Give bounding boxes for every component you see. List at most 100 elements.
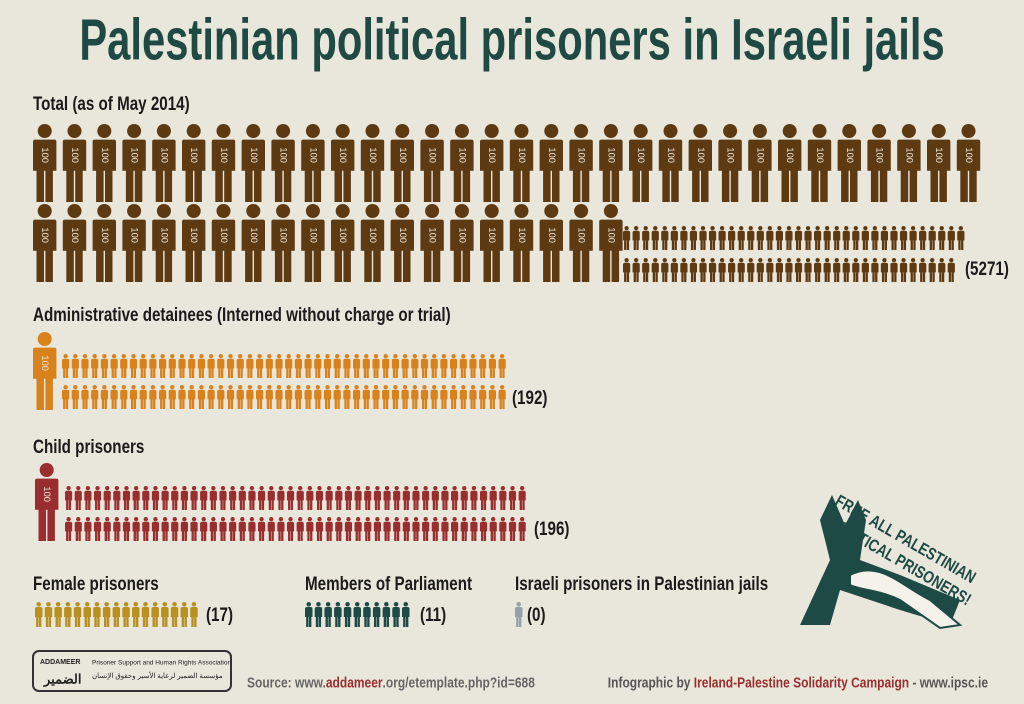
person-icon xyxy=(431,517,439,541)
icon-head xyxy=(85,602,90,607)
icon-leg xyxy=(395,398,398,409)
icon-leg xyxy=(324,398,328,409)
icon-body xyxy=(412,490,420,501)
icon-head xyxy=(170,354,175,359)
icon-unit-label: 100 xyxy=(606,227,616,243)
icon-leg xyxy=(185,249,193,282)
icon-leg xyxy=(483,499,487,510)
icon-unit-label: 100 xyxy=(40,227,50,243)
icon-body xyxy=(353,607,361,617)
icon-leg xyxy=(66,169,74,202)
icon-leg xyxy=(512,499,516,510)
icon-leg xyxy=(872,271,875,282)
icon-body xyxy=(258,490,266,501)
icon-leg xyxy=(786,271,789,282)
icon-head xyxy=(66,486,71,491)
icon-leg xyxy=(345,530,349,541)
icon-leg xyxy=(337,398,340,409)
icon-leg xyxy=(767,239,770,250)
icon-body xyxy=(120,358,128,369)
icon-leg xyxy=(681,271,684,282)
icon-head xyxy=(514,204,529,219)
icon-head xyxy=(767,258,773,263)
icon-leg xyxy=(805,239,808,250)
icon-leg xyxy=(237,398,240,409)
big-person-icon: 100 xyxy=(480,124,504,202)
person-icon xyxy=(899,258,908,282)
person-icon xyxy=(258,486,266,510)
icon-leg xyxy=(198,367,202,378)
icon-body xyxy=(775,230,783,241)
icon-leg xyxy=(223,499,226,510)
icon-leg xyxy=(500,530,503,541)
icon-body xyxy=(180,490,188,501)
big-person-icon: 100 xyxy=(509,204,534,282)
icon-leg xyxy=(626,271,630,282)
icon-head xyxy=(624,226,629,231)
person-icon xyxy=(441,486,449,510)
icon-leg xyxy=(684,239,687,250)
icon-leg xyxy=(626,239,630,250)
icon-body xyxy=(93,521,102,532)
icon-leg xyxy=(364,616,367,627)
icon-leg xyxy=(97,530,101,541)
icon-head xyxy=(364,602,370,607)
icon-body xyxy=(794,230,803,241)
icon-leg xyxy=(152,616,155,627)
icon-body xyxy=(382,389,390,400)
icon-leg xyxy=(483,169,491,202)
icon-head xyxy=(633,258,639,263)
person-icon xyxy=(217,354,225,378)
icon-body xyxy=(315,490,324,501)
icon-head xyxy=(305,354,311,359)
icon-leg xyxy=(951,239,954,250)
icon-leg xyxy=(738,271,741,282)
icon-body xyxy=(151,607,159,617)
big-person-icon: 100 xyxy=(241,124,265,202)
icon-head xyxy=(365,486,370,491)
icon-leg xyxy=(181,616,185,627)
icon-leg xyxy=(160,398,163,409)
icon-leg xyxy=(143,367,146,378)
icon-head xyxy=(296,354,301,359)
icon-head xyxy=(939,258,944,263)
icon-leg xyxy=(922,271,926,282)
icon-leg xyxy=(220,499,223,510)
icon-body xyxy=(200,521,208,532)
icon-leg xyxy=(240,398,243,409)
icon-head xyxy=(603,124,618,139)
icon-body xyxy=(420,389,429,400)
icon-leg xyxy=(489,398,493,409)
icon-head xyxy=(37,124,52,139)
icon-head xyxy=(305,204,320,219)
icon-body xyxy=(441,521,449,532)
icon-head xyxy=(383,385,388,390)
icon-leg xyxy=(316,530,320,541)
icon-leg xyxy=(451,398,454,409)
icon-leg xyxy=(135,616,139,627)
icon-leg xyxy=(107,530,110,541)
person-icon xyxy=(804,258,812,282)
icon-leg xyxy=(310,499,313,510)
big-person-icon: 100 xyxy=(450,204,474,282)
icon-leg xyxy=(232,530,236,541)
icon-body xyxy=(680,262,688,273)
icon-leg xyxy=(123,530,127,541)
icon-unit-label: 100 xyxy=(904,147,914,163)
person-icon xyxy=(344,486,353,510)
icon-body xyxy=(470,521,478,532)
icon-unit-label: 100 xyxy=(934,147,944,163)
icon-leg xyxy=(266,398,270,409)
icon-leg xyxy=(633,239,636,250)
icon-leg xyxy=(662,169,670,202)
person-icon xyxy=(102,602,111,627)
icon-head xyxy=(510,517,515,522)
icon-leg xyxy=(376,398,379,409)
icon-leg xyxy=(870,169,879,202)
person-icon xyxy=(324,602,332,627)
icon-body xyxy=(928,262,936,273)
icon-body xyxy=(518,521,526,532)
icon-head xyxy=(85,517,91,522)
icon-leg xyxy=(383,616,387,627)
icon-body xyxy=(333,358,341,369)
